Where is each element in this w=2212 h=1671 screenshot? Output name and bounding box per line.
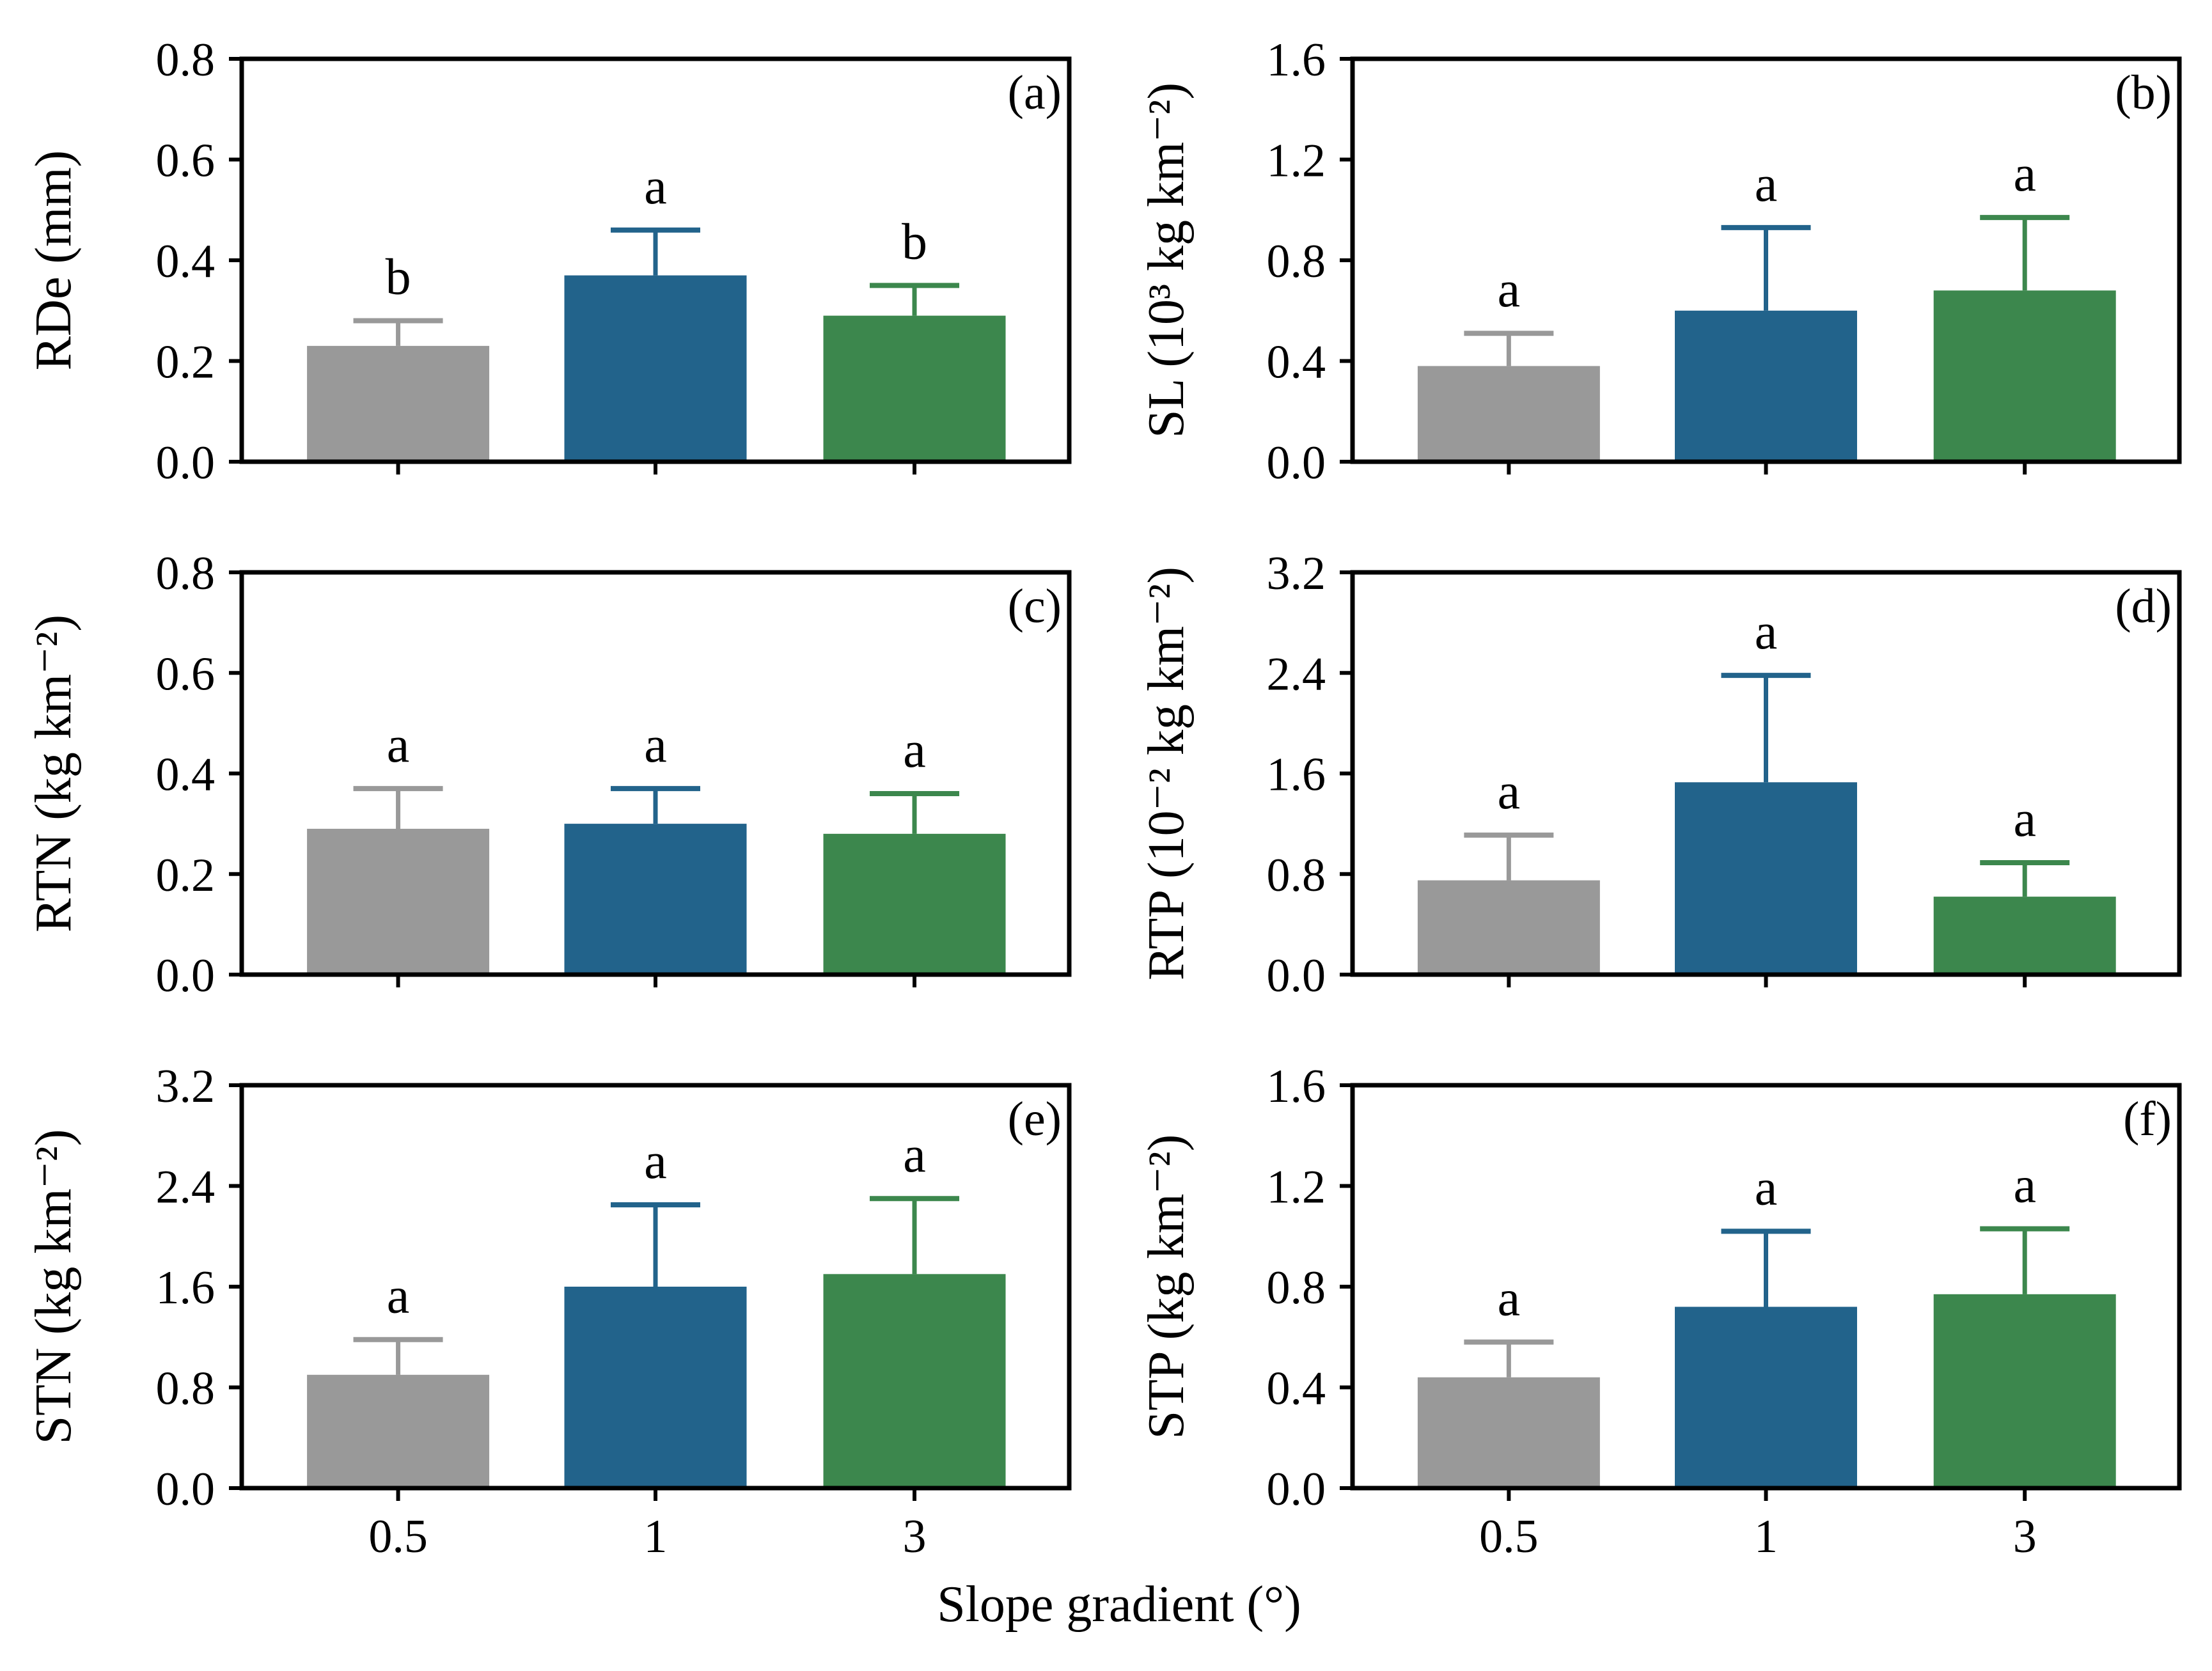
y-tick-label-d: 0.8 [1267,849,1326,902]
y-tick-label-e: 0.0 [156,1463,216,1516]
bar-b-3 [1933,290,2116,462]
x-tick-label-e-0.5: 0.5 [368,1510,428,1563]
y-tick-label-b: 0.0 [1267,437,1326,489]
bar-c-1 [564,824,747,975]
significance-letter-c-1: a [644,717,667,773]
y-tick-label-f: 0.8 [1267,1262,1326,1314]
bar-a-1 [564,275,747,462]
figure-x-axis-label: Slope gradient (°) [937,1576,1301,1633]
x-tick-label-e-1: 1 [644,1510,668,1563]
plot-frame-d [1350,570,2182,977]
y-tick-label-c: 0.4 [156,749,216,801]
plot-frame-a [239,56,1072,464]
y-tick-label-a: 0.4 [156,235,216,288]
panel-a: b a b 0.0 0.2 0.4 0.6 0.8 (a) RDe (mm) [26,34,1072,489]
y-tick-label-d: 1.6 [1267,749,1326,801]
panel-d: a a a 0.0 0.8 1.6 2.4 3.2 (d) RTP (10⁻² kg km⁻²) [1138,547,2182,1002]
bar-f-1 [1675,1306,1857,1488]
bar-f-0.5 [1417,1377,1600,1488]
x-tick-label-f-0.5: 0.5 [1479,1510,1539,1563]
y-axis-label-b: SL (10³ kg km⁻²) [1138,82,1195,438]
significance-letter-e-3: a [903,1127,926,1183]
chart-panels: b a b 0.0 0.2 0.4 0.6 0.8 (a) RDe (mm) a a a 0.0 0.4 0.… [26,34,2182,1563]
panel-b: a a a 0.0 0.4 0.8 1.2 1.6 (b) SL (10³ kg km⁻²) [1138,34,2182,489]
panel-label-c: (c) [1008,579,1062,633]
significance-letter-e-1: a [644,1133,667,1189]
y-axis-label-a: RDe (mm) [26,150,82,370]
y-tick-label-b: 1.6 [1267,34,1326,86]
y-tick-label-a: 0.0 [156,437,216,489]
y-tick-label-e: 0.8 [156,1363,216,1415]
panel-label-d: (d) [2115,579,2172,633]
panel-e: a 0.5 a 1 a 3 0.0 0.8 1.6 2.4 3.2 (e) STN (kg km⁻²) [26,1060,1072,1563]
y-tick-label-c: 0.0 [156,950,216,1002]
y-tick-label-f: 1.6 [1267,1060,1326,1113]
y-tick-label-b: 0.8 [1267,235,1326,288]
plot-frame-c [239,570,1072,977]
significance-letter-b-1: a [1755,156,1778,212]
y-axis-label-c: RTN (kg km⁻²) [26,615,82,932]
panel-c: a a a 0.0 0.2 0.4 0.6 0.8 (c) RTN (kg km⁻²) [26,547,1072,1002]
significance-letter-f-1: a [1755,1159,1778,1216]
y-axis-label-e: STN (kg km⁻²) [26,1129,82,1445]
bar-a-0.5 [307,345,490,462]
significance-letter-e-0.5: a [387,1268,410,1324]
bar-d-1 [1675,782,1857,975]
y-tick-label-e: 3.2 [156,1060,216,1113]
bar-b-0.5 [1417,366,1600,462]
significance-letter-a-0.5: b [386,249,411,306]
significance-letter-f-0.5: a [1498,1271,1521,1327]
y-tick-label-a: 0.8 [156,34,216,86]
x-tick-label-f-3: 3 [2013,1510,2037,1563]
panel-label-e: (e) [1008,1092,1062,1146]
bar-d-3 [1933,897,2116,975]
y-tick-label-c: 0.2 [156,849,216,902]
bar-c-0.5 [307,828,490,975]
plot-frame-f [1350,1083,2182,1491]
y-tick-label-c: 0.6 [156,648,216,700]
significance-letter-d-0.5: a [1498,764,1521,820]
bar-e-1 [564,1287,747,1488]
y-tick-label-f: 0.4 [1267,1363,1326,1415]
significance-letter-d-3: a [2013,791,2036,847]
y-tick-label-f: 1.2 [1267,1161,1326,1214]
plot-frame-e [239,1083,1072,1491]
panel-label-a: (a) [1008,66,1062,120]
bar-a-3 [823,315,1006,462]
bar-e-3 [823,1274,1006,1488]
significance-letter-d-1: a [1755,604,1778,660]
y-tick-label-b: 1.2 [1267,135,1326,187]
significance-letter-a-3: b [902,214,927,270]
bar-d-0.5 [1417,880,1600,975]
significance-letter-f-3: a [2013,1157,2036,1213]
significance-letter-b-0.5: a [1498,262,1521,318]
significance-letter-c-3: a [903,722,926,778]
significance-letter-b-3: a [2013,146,2036,202]
y-tick-label-d: 0.0 [1267,950,1326,1002]
bar-c-3 [823,833,1006,975]
y-tick-label-d: 3.2 [1267,547,1326,600]
y-tick-label-e: 1.6 [156,1262,216,1314]
panel-f: a 0.5 a 1 a 3 0.0 0.4 0.8 1.2 1.6 (f) STP (kg km⁻²) [1138,1060,2182,1563]
y-axis-label-d: RTP (10⁻² kg km⁻²) [1138,567,1195,980]
bar-b-1 [1675,310,1857,462]
bar-f-3 [1933,1294,2116,1488]
panel-label-f: (f) [2123,1092,2172,1146]
panel-label-b: (b) [2115,66,2172,120]
plot-frame-b [1350,56,2182,464]
y-tick-label-f: 0.0 [1267,1463,1326,1516]
y-tick-label-a: 0.6 [156,135,216,187]
y-tick-label-b: 0.4 [1267,336,1326,389]
y-axis-label-f: STP (kg km⁻²) [1138,1134,1195,1440]
x-tick-label-e-3: 3 [903,1510,927,1563]
x-tick-label-f-1: 1 [1754,1510,1778,1563]
y-tick-label-a: 0.2 [156,336,216,389]
significance-letter-c-0.5: a [387,717,410,773]
bar-e-0.5 [307,1374,490,1488]
significance-letter-a-1: a [644,159,667,215]
y-tick-label-c: 0.8 [156,547,216,600]
y-tick-label-e: 2.4 [156,1161,216,1214]
y-tick-label-d: 2.4 [1267,648,1326,700]
